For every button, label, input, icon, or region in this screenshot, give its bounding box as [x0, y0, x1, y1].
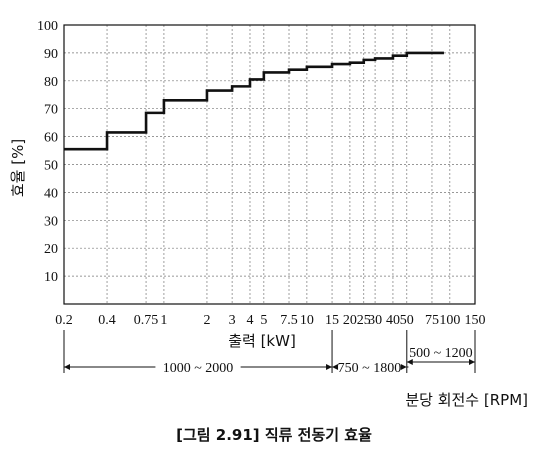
y-tick-label: 30	[44, 214, 58, 229]
rpm-ranges: 1000 ~ 2000 750 ~ 1800 500 ~ 1200	[63, 330, 476, 376]
x-tick-label: 5	[260, 313, 267, 328]
rpm-range-label: 500 ~ 1200	[409, 346, 473, 361]
x-tick-label: 4	[246, 313, 253, 328]
plot-frame	[63, 24, 476, 305]
rpm-axis-label: 분당 회전수 [RPM]	[405, 391, 528, 409]
grid-lines	[64, 25, 475, 304]
x-tick-label: 30	[368, 313, 382, 328]
y-tick-label: 90	[44, 47, 58, 62]
x-tick-label: 2	[203, 313, 210, 328]
x-axis-label: 출력 [kW]	[228, 332, 296, 350]
rpm-arrowhead-left	[406, 359, 413, 365]
efficiency-step-line	[64, 51, 444, 151]
x-tick-label: 25	[357, 313, 371, 328]
x-tick-label: 15	[325, 313, 339, 328]
y-axis: 10 20 30 40 50 60 70 80 90 100	[37, 19, 58, 285]
x-tick-label: 0.75	[134, 313, 159, 328]
x-tick-label: 0.2	[55, 313, 73, 328]
y-tick-label: 10	[44, 270, 58, 285]
x-tick-label: 0.4	[98, 313, 116, 328]
x-tick-label: 1	[160, 313, 167, 328]
y-tick-label: 100	[37, 19, 58, 34]
x-tick-label: 10	[300, 313, 314, 328]
x-tick-label: 75	[425, 313, 439, 328]
rpm-arrowhead-left	[332, 364, 339, 370]
y-tick-label: 60	[44, 131, 58, 146]
y-tick-label: 70	[44, 103, 58, 118]
rpm-range-label: 750 ~ 1800	[338, 361, 402, 376]
x-tick-label: 40	[386, 313, 400, 328]
rpm-arrowhead-right	[400, 364, 407, 370]
rpm-arrowhead-right	[326, 364, 333, 370]
x-tick-label: 150	[465, 313, 486, 328]
y-tick-label: 80	[44, 75, 58, 90]
y-tick-label: 50	[44, 159, 58, 174]
x-tick-label: 7.5	[280, 313, 298, 328]
x-tick-label: 100	[439, 313, 460, 328]
y-axis-label: 효율 [%]	[9, 139, 27, 197]
y-tick-label: 40	[44, 186, 58, 201]
x-tick-label: 20	[343, 313, 357, 328]
rpm-arrowhead-right	[469, 359, 475, 365]
x-tick-label: 50	[400, 313, 414, 328]
figure-caption: [그림 2.91] 직류 전동기 효율	[176, 426, 372, 444]
y-tick-label: 20	[44, 242, 58, 257]
x-tick-label: 3	[229, 313, 236, 328]
rpm-range-label: 1000 ~ 2000	[163, 361, 234, 376]
rpm-arrowhead-left	[64, 364, 70, 370]
